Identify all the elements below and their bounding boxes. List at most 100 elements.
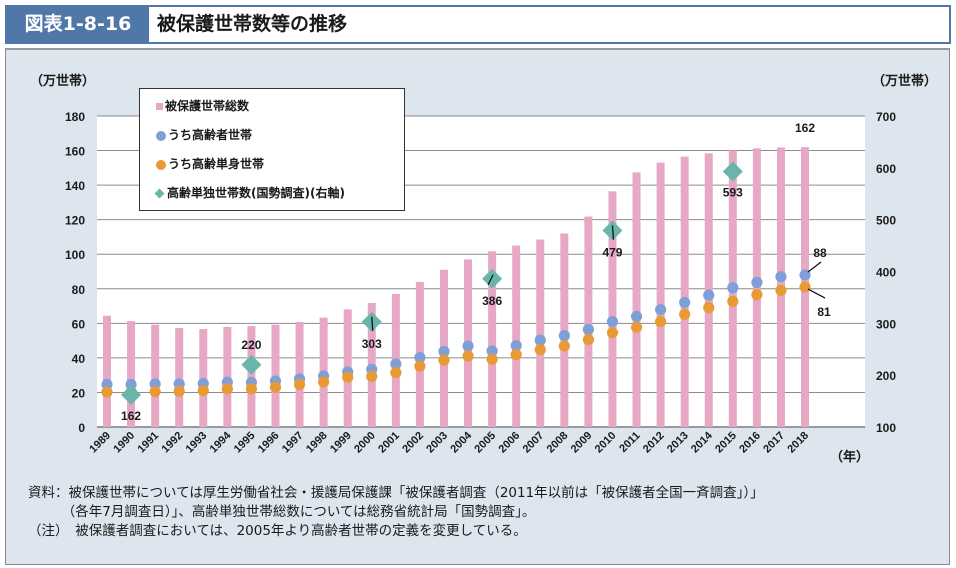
figure-number: 図表1-8-16 <box>7 7 149 42</box>
x-tick-label: 1999 <box>328 430 354 456</box>
x-tick-label: 2002 <box>400 430 426 456</box>
left-tick-label: 40 <box>72 352 86 366</box>
note-caution: （注） 被保護者調査においては、2005年より高齢者世帯の定義を変更している。 <box>28 523 527 539</box>
legend-label: うち高齢単身世帯 <box>168 157 265 171</box>
elderly-dot <box>703 289 715 301</box>
x-tick-label: 2016 <box>737 430 763 456</box>
elderly-single-dot <box>799 281 811 293</box>
elderly-single-dot <box>727 295 739 307</box>
x-tick-label: 2000 <box>352 430 378 456</box>
legend-item-total: 被保護世帯総数 <box>156 97 249 114</box>
x-tick-label: 1994 <box>208 429 234 455</box>
leader-line <box>807 261 822 273</box>
elderly-single-dot <box>558 340 570 352</box>
x-tick-label: 1992 <box>160 430 186 456</box>
elderly-single-dot <box>703 302 715 314</box>
elderly-single-dot <box>486 353 498 365</box>
diamond-icon <box>154 188 165 199</box>
x-tick-label: 1996 <box>256 430 282 456</box>
x-axis-labels: 1989199019911992199319941995199619971998… <box>87 429 811 455</box>
elderly-single-dot <box>630 321 643 333</box>
x-tick-label: 2003 <box>424 430 450 456</box>
bar <box>536 239 545 427</box>
left-tick-label: 120 <box>65 214 85 228</box>
bar <box>656 162 665 427</box>
bar <box>103 315 111 427</box>
elderly-dot <box>727 282 739 294</box>
leader-line <box>611 225 615 240</box>
elderly-single-dot <box>414 360 426 372</box>
elderly-dot <box>558 330 570 342</box>
left-tick-label: 180 <box>65 110 85 124</box>
elderly-dot <box>655 304 667 316</box>
square-icon <box>156 103 163 110</box>
elderly-single-dot <box>775 284 787 296</box>
right-axis-unit: （万世帯） <box>872 74 938 89</box>
leader-line <box>807 288 826 299</box>
elderly-dot <box>390 358 402 370</box>
elderly-single-value-label: 81 <box>817 305 831 319</box>
left-tick-label: 60 <box>72 317 86 331</box>
x-tick-label: 2013 <box>665 430 691 456</box>
legend-label: 高齢単独世帯数(国勢調査)(右軸) <box>167 186 345 200</box>
elderly-single-dot <box>318 376 330 388</box>
left-axis-ticks: 0 20 40 60 80 100 120 140 160 180 <box>65 110 85 435</box>
x-tick-label: 1997 <box>280 430 306 456</box>
elderly-dot <box>414 351 426 364</box>
leader-line <box>371 316 374 331</box>
x-tick-label: 2006 <box>497 430 523 456</box>
bar <box>151 324 160 427</box>
elderly-single-dot <box>269 381 282 393</box>
x-tick-label: 2011 <box>617 430 642 455</box>
elderly-single-dot <box>221 383 233 395</box>
elderly-dot <box>582 323 595 335</box>
legend-label: うち高齢者世帯 <box>168 128 253 142</box>
x-tick-label: 2015 <box>713 430 739 456</box>
left-tick-label: 0 <box>78 421 85 435</box>
census-value-label: 479 <box>602 246 622 260</box>
circle-icon <box>156 130 166 141</box>
elderly-dot <box>679 296 691 309</box>
elderly-single-dot <box>173 385 185 397</box>
left-tick-label: 100 <box>65 248 85 262</box>
right-tick-label: 700 <box>876 110 896 124</box>
x-tick-label: 1990 <box>111 430 137 456</box>
x-tick-label: 1991 <box>135 430 161 456</box>
census-diamond <box>722 161 743 182</box>
x-tick-label: 2017 <box>761 430 787 456</box>
figure-title: 被保護世帯数等の推移 <box>157 13 348 35</box>
elderly-single-dot <box>293 378 306 391</box>
elderly-single-dot <box>582 333 595 346</box>
census-value-label: 220 <box>241 338 261 352</box>
elderly-single-dot <box>462 350 474 362</box>
right-tick-label: 300 <box>876 317 896 331</box>
note-source-2: （各年7月調査日）」、高齢単独世帯総数については総務省統計局「国勢調査」。 <box>28 504 536 520</box>
bar <box>608 191 617 427</box>
x-tick-label: 2008 <box>545 430 571 456</box>
circle-icon <box>156 159 166 170</box>
bar <box>175 327 184 427</box>
elderly-dot <box>775 271 787 283</box>
legend-label: 被保護世帯総数 <box>165 99 250 113</box>
x-tick-label: 2005 <box>472 430 498 456</box>
x-tick-label: 2014 <box>689 429 715 455</box>
leader-line <box>487 274 494 286</box>
x-tick-label: 2010 <box>593 430 619 456</box>
elderly-dot <box>751 276 763 288</box>
x-tick-label: 2007 <box>521 430 547 456</box>
elderly-single-dot <box>245 383 258 395</box>
census-value-label: 593 <box>723 185 743 199</box>
left-tick-label: 160 <box>65 145 85 159</box>
left-tick-label: 80 <box>72 283 86 297</box>
source-notes: 資料：被保護世帯については厚生労働省社会・援護局保護課「被保護者調査（2011年… <box>28 484 764 541</box>
bar <box>632 172 641 427</box>
elderly-dot <box>486 345 498 357</box>
elderly-single-dot <box>655 316 667 328</box>
x-tick-label: 2018 <box>785 430 811 456</box>
elderly-single-dot <box>534 343 546 356</box>
bar-value-label: 162 <box>795 121 815 135</box>
right-tick-label: 500 <box>876 214 896 228</box>
legend-item-census: 高齢単独世帯数(国勢調査)(右軸) <box>154 184 345 201</box>
x-tick-label: 1989 <box>87 430 113 456</box>
bar <box>127 321 136 427</box>
